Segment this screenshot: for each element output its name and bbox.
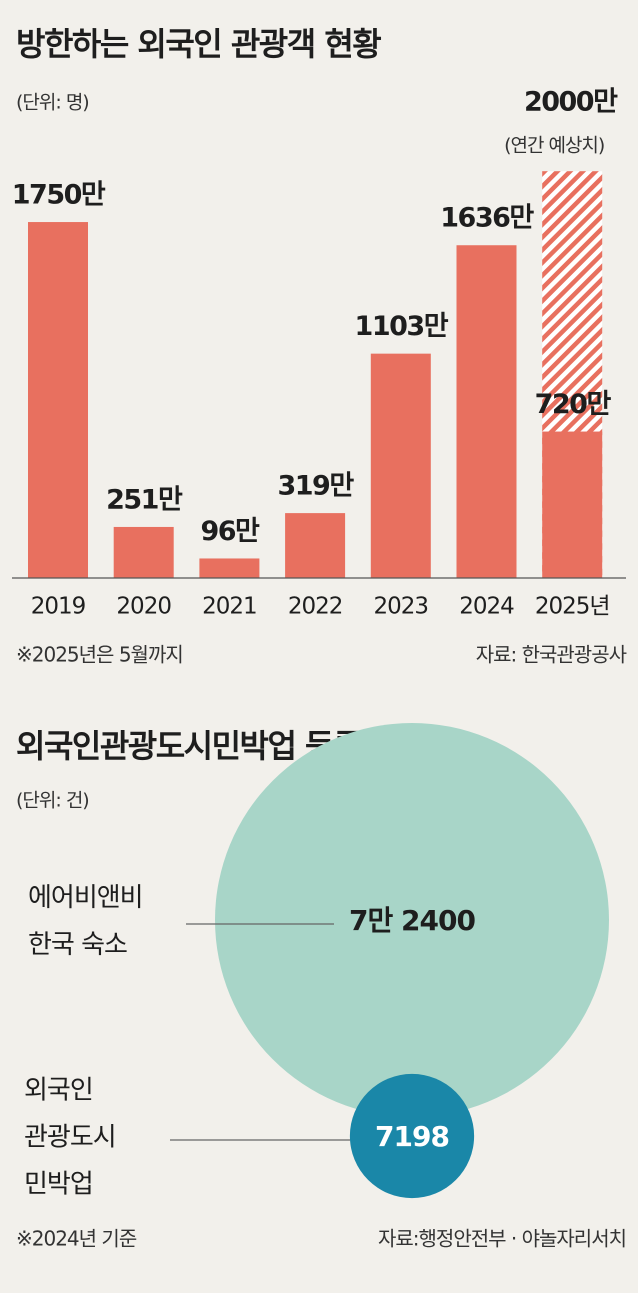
value-label: 319만 <box>277 471 354 502</box>
footnote: ※2025년은 5월까지 <box>16 643 183 667</box>
bar <box>542 431 603 578</box>
bubble-name: 관광도시 <box>24 1123 116 1153</box>
bubble-value-label: 7198 <box>375 1120 449 1153</box>
bar <box>28 222 88 579</box>
bar <box>199 558 260 578</box>
value-label: 251만 <box>106 484 183 515</box>
bubble-name: 민박업 <box>24 1170 93 1200</box>
x-tick-label: 2021 <box>202 594 257 620</box>
x-tick-label: 2023 <box>374 594 429 620</box>
x-tick-label: 2020 <box>116 594 171 620</box>
projection-note: (연간 예상치) <box>504 135 604 157</box>
footnote: ※2024년 기준 <box>16 1227 137 1251</box>
bubble <box>215 723 609 1117</box>
x-tick-label: 2019 <box>31 594 86 620</box>
bar <box>285 513 346 578</box>
source: 자료: 한국관광공사 <box>476 643 627 667</box>
bar <box>456 245 517 578</box>
bubble <box>349 1073 475 1199</box>
bar <box>370 353 431 578</box>
x-tick-label: 2025년 <box>535 594 610 620</box>
projection-label: 2000만 <box>524 87 618 118</box>
x-tick-label: 2024 <box>459 594 514 620</box>
bubble-name: 외국인 <box>24 1076 93 1106</box>
bubble-value-label: 7만 2400 <box>349 904 475 937</box>
unit-label: (단위: 명) <box>16 92 89 114</box>
bar <box>113 526 174 578</box>
unit-label: (단위: 건) <box>16 790 89 812</box>
value-label: 720만 <box>535 389 612 420</box>
bubble-name: 에어비앤비 <box>28 883 143 913</box>
chart-title: 방한하는 외국인 관광객 현황 <box>16 25 381 63</box>
source: 자료:행정안전부 · 야놀자리서치 <box>378 1227 626 1251</box>
value-label: 1750만 <box>12 180 106 211</box>
bubble-name: 한국 숙소 <box>28 930 127 960</box>
value-label: 1103만 <box>355 311 449 342</box>
value-label: 96만 <box>200 516 260 547</box>
value-label: 1636만 <box>440 203 534 234</box>
x-tick-label: 2022 <box>288 594 343 620</box>
